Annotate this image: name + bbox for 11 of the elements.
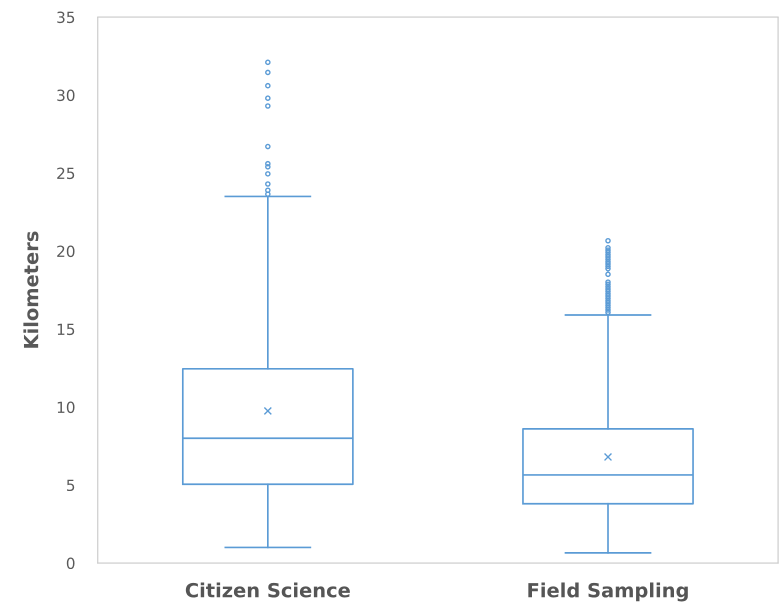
y-tick-label: 25: [57, 168, 74, 180]
y-tick-label: 20: [57, 246, 75, 258]
x-tick-label: Field Sampling: [528, 582, 688, 602]
y-tick-label: 0: [66, 557, 75, 570]
y-tick-label: 30: [57, 90, 75, 102]
y-tick-label: 35: [57, 12, 74, 24]
y-tick-label: 15: [58, 324, 74, 336]
x-tick-label: Citizen Science: [186, 582, 350, 598]
y-tick-label: 5: [66, 480, 74, 492]
y-tick-label: 10: [58, 402, 75, 414]
y-axis-title: Kilometers: [23, 232, 38, 348]
